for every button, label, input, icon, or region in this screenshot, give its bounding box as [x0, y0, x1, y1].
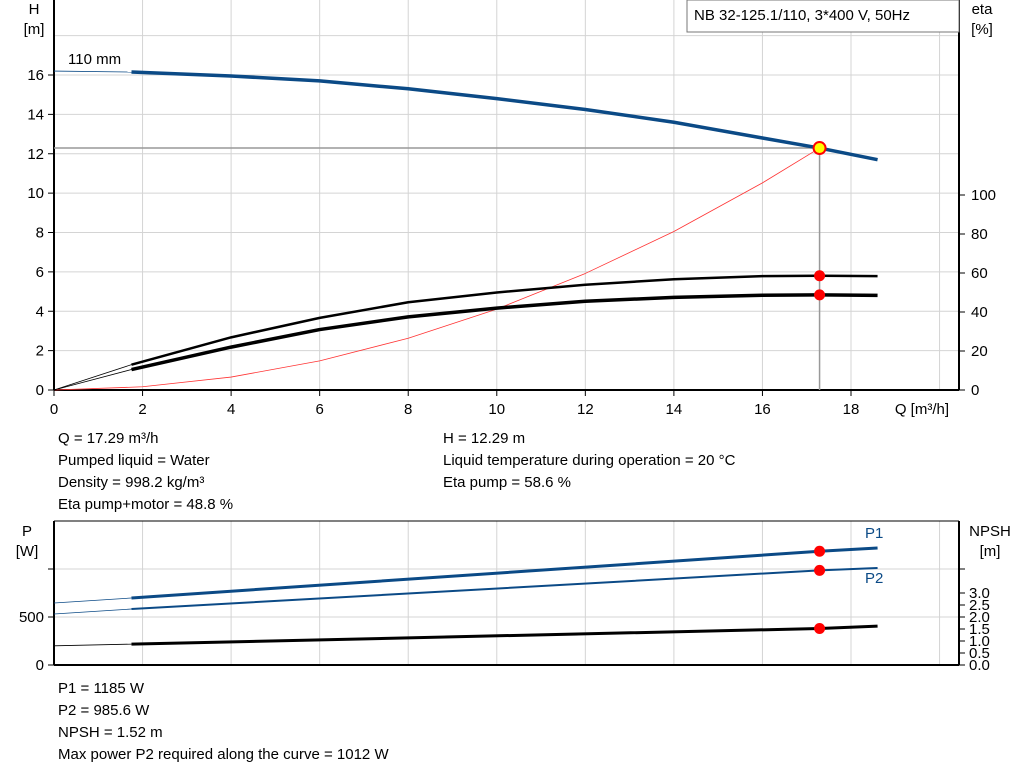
curve-label: 110 mm [68, 51, 121, 68]
info-p1: P1 = 1185 W [58, 680, 145, 697]
y-axis-label-right: eta [972, 1, 994, 18]
x-tick-label: 14 [666, 401, 683, 418]
x-tick-label: 18 [843, 401, 860, 418]
info-right: H = 12.29 m Liquid temperature during op… [443, 428, 735, 494]
y-axis-label-right: NPSH [969, 523, 1011, 540]
npsh-curve [131, 624, 878, 646]
y-tick-label-left: 10 [27, 185, 44, 202]
y-tick-label-left: 0 [36, 382, 44, 399]
system-curve [53, 147, 820, 391]
eta-pump-motor-curve-extension [53, 369, 132, 391]
eta-pump-curve [131, 274, 878, 366]
x-axis-label: Q [m³/h] [895, 401, 949, 418]
info-npsh: NPSH = 1.52 m [58, 724, 163, 741]
x-tick-label: 10 [488, 401, 505, 418]
eta-pump-point [814, 270, 826, 282]
p2-curve-extension [53, 608, 132, 615]
x-tick-label: 16 [754, 401, 771, 418]
x-tick-label: 8 [404, 401, 412, 418]
info-temperature: Liquid temperature during operation = 20… [443, 452, 736, 469]
duty-point [812, 141, 827, 156]
y-tick-label-left: 4 [36, 303, 44, 320]
y-tick-label-left: 14 [27, 106, 44, 123]
p2-curve [131, 567, 878, 611]
y-tick-label-right: 3.0 [969, 585, 990, 602]
x-tick-label: 0 [50, 401, 58, 418]
p1-curve-point [814, 545, 826, 557]
y-tick-label-left: 12 [27, 146, 44, 163]
info-eta-pump: Eta pump = 58.6 % [443, 474, 571, 491]
eta-pump-motor-point [814, 289, 826, 301]
y-tick-label-left: 500 [19, 609, 44, 626]
y-tick-label-right: 1.0 [969, 633, 990, 650]
info-bottom: P1 = 1185 W P2 = 985.6 W NPSH = 1.52 m M… [58, 678, 389, 766]
info-head: H = 12.29 m [443, 430, 526, 447]
y-axis-unit-right: [m] [980, 543, 1001, 560]
y-tick-label-left: 0 [36, 657, 44, 674]
y-tick-label-right: 0.0 [969, 657, 990, 674]
y-tick-label-right: 20 [971, 343, 988, 360]
y-tick-label-right: 40 [971, 304, 988, 321]
x-tick-label: 4 [227, 401, 235, 418]
legend-text: NB 32-125.1/110, 3*400 V, 50Hz [694, 7, 910, 24]
y-tick-label-right: 60 [971, 265, 988, 282]
info-p2: P2 = 985.6 W [58, 702, 150, 719]
x-tick-label: 12 [577, 401, 594, 418]
y-tick-label-right: 100 [971, 187, 996, 204]
info-flow: Q = 17.29 m³/h [58, 430, 159, 447]
p1-label: P1 [865, 525, 883, 542]
y-tick-label-left: 2 [36, 343, 44, 360]
npsh-curve-point [814, 623, 826, 635]
head-curve [131, 70, 878, 162]
y-axis-unit-right: [%] [971, 21, 993, 38]
y-axis-label-left: P [22, 523, 32, 540]
y-tick-label-right: 2.0 [969, 609, 990, 626]
head-curve-extension [53, 70, 132, 73]
y-tick-label-right: 1.5 [969, 621, 990, 638]
y-tick-label-left: 6 [36, 264, 44, 281]
info-eta-pump-motor: Eta pump+motor = 48.8 % [58, 496, 234, 513]
y-tick-label-right: 80 [971, 226, 988, 243]
y-tick-label-left: 8 [36, 225, 44, 242]
info-max-power: Max power P2 required along the curve = … [58, 746, 389, 763]
y-axis-unit-left: [W] [16, 543, 39, 560]
y-tick-label-right: 0.5 [969, 645, 990, 662]
p1-curve-extension [53, 597, 132, 604]
x-tick-label: 2 [138, 401, 146, 418]
y-axis-unit-left: [m] [24, 21, 45, 38]
npsh-curve-extension [53, 643, 132, 647]
p2-label: P2 [865, 570, 883, 587]
y-axis-label-left: H [29, 1, 40, 18]
legend-box [686, 0, 960, 33]
y-tick-label-right: 2.5 [969, 597, 990, 614]
y-tick-label-left: 16 [27, 67, 44, 84]
p2-curve-point [814, 564, 826, 576]
eta-pump-curve-extension [53, 364, 132, 391]
y-tick-label-right: 0 [971, 382, 979, 399]
info-left: Q = 17.29 m³/h Pumped liquid = Water Den… [58, 428, 233, 516]
info-density: Density = 998.2 kg/m³ [58, 474, 205, 491]
info-liquid: Pumped liquid = Water [58, 452, 210, 469]
eta-pump-motor-curve [131, 293, 878, 372]
x-tick-label: 6 [315, 401, 323, 418]
